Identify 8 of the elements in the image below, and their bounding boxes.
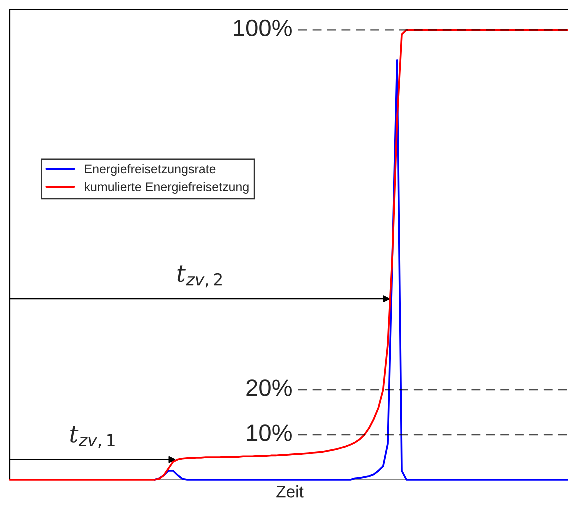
legend-label: Energiefreisetzungsrate [85, 164, 216, 176]
annotation: t$_{zv,1}$ [70, 426, 115, 448]
ref-line-label: 20% [246, 380, 292, 396]
ref-line-label: 100% [234, 20, 292, 37]
legend-label: kumulierte Energiefreisetzung [85, 182, 249, 194]
annotation: t$_{zv,2}$ [178, 266, 222, 288]
ref-line-label: 10% [247, 424, 292, 442]
x-axis-title: Zeit [276, 486, 304, 498]
